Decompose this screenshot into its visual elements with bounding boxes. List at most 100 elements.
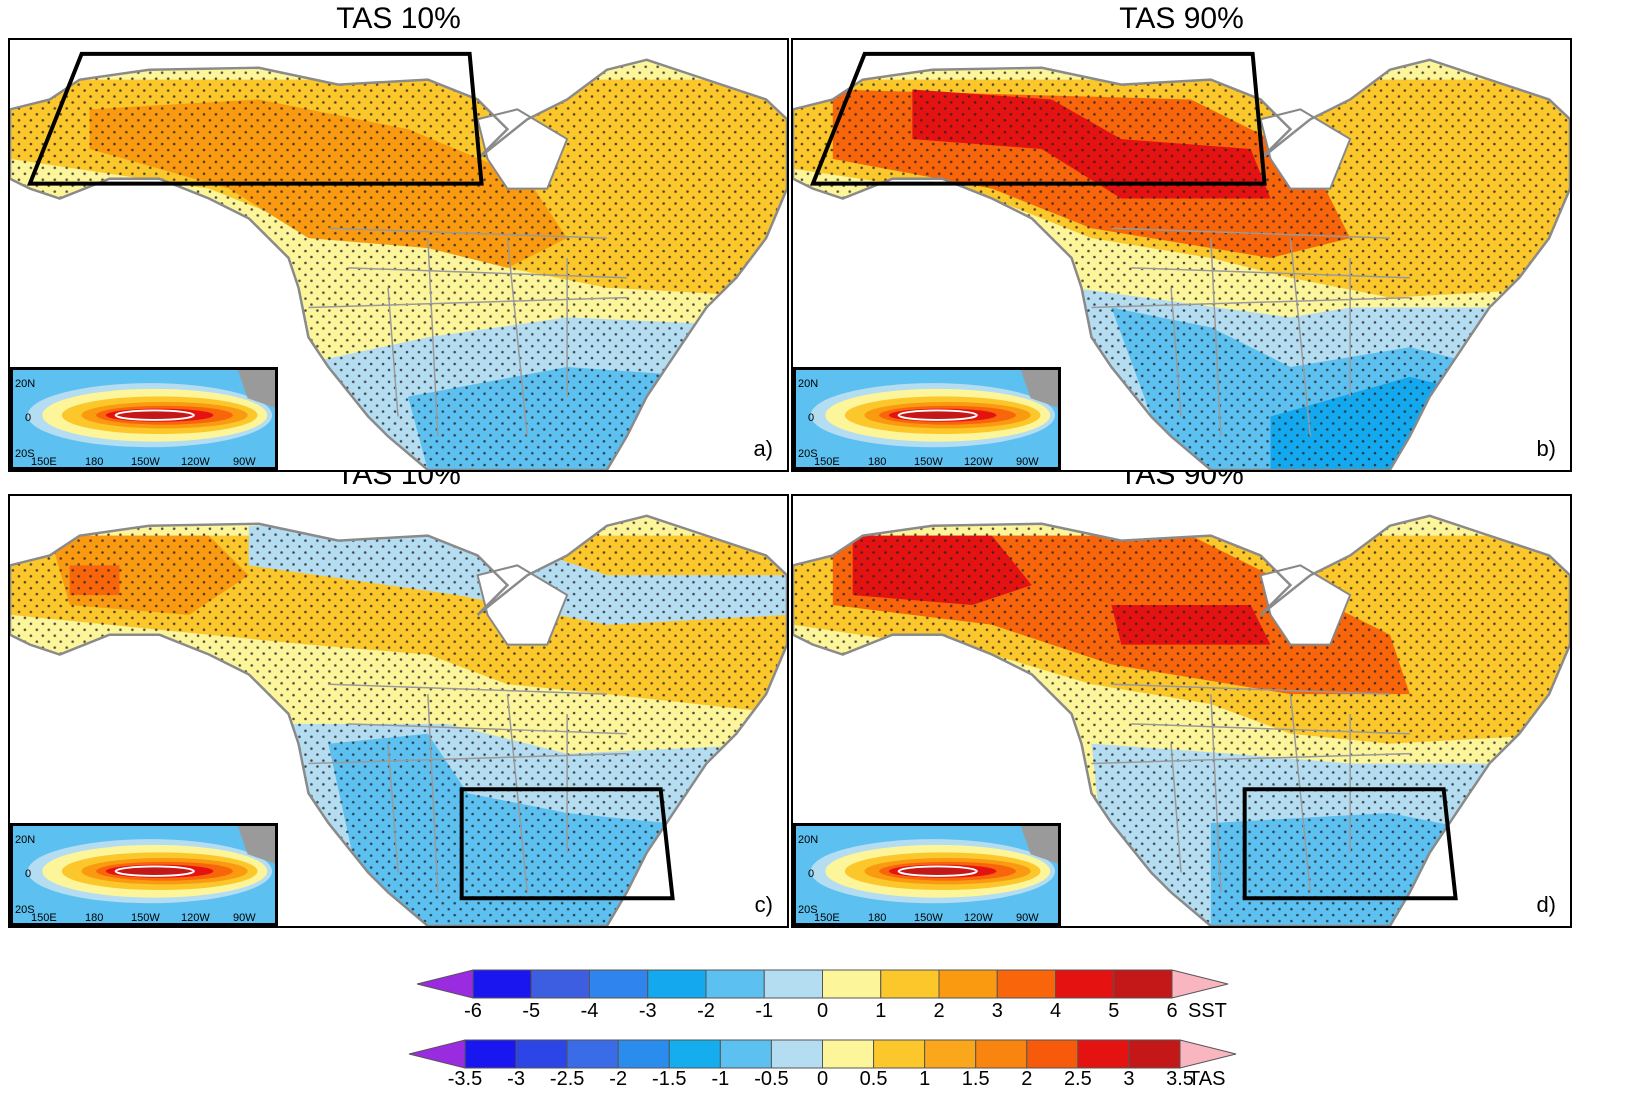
inset-lat-0: 0 — [808, 868, 815, 880]
tas-colorbar-tick-label: -0.5 — [754, 1068, 789, 1090]
panel-c-letter: c) — [754, 892, 773, 917]
tas-colorbar-tick-label: -2 — [609, 1068, 628, 1090]
region-box-b — [809, 51, 1267, 186]
inset-lon-180: 180 — [868, 456, 887, 468]
inset-lon-90w: 90W — [233, 912, 256, 924]
inset-lon-150w: 150W — [131, 912, 160, 924]
sst-colorbar-tick-label: 2 — [933, 1000, 945, 1022]
sst-colorbar-box — [589, 969, 649, 999]
inset-lon-180: 180 — [868, 912, 887, 924]
tas-colorbar-box — [566, 1039, 619, 1069]
tas-colorbar-name: TAS — [1188, 1068, 1226, 1090]
inset-lat-20s: 20S — [798, 448, 818, 460]
panel-d-letter: d) — [1536, 892, 1556, 917]
tas-colorbar-box — [1077, 1039, 1130, 1069]
inset-lat-0: 0 — [25, 412, 32, 424]
tas-colorbar-high-triangle — [1179, 1039, 1237, 1069]
panel-c-inset: 20N 0 20S 150E 180 150W 120W 90W — [10, 823, 278, 926]
panel-c-inset-svg — [13, 826, 275, 923]
inset-lon-90w: 90W — [233, 456, 256, 468]
sst-colorbar-tick-label: 1 — [875, 1000, 887, 1022]
sst-colorbar-tick-label: -4 — [580, 1000, 599, 1022]
sst-colorbar-box — [938, 969, 998, 999]
tas-colorbar-tick-label: 2.5 — [1063, 1068, 1092, 1090]
inset-lat-20n: 20N — [15, 378, 36, 390]
panel-b-letter: b) — [1536, 436, 1556, 461]
sst-colorbar-tick-label: 3 — [991, 1000, 1003, 1022]
tas-colorbar-tick-label: 2 — [1021, 1068, 1033, 1090]
tas-colorbar-box — [668, 1039, 721, 1069]
region-box-c — [459, 787, 675, 901]
panel-b-title: TAS 90% — [1119, 2, 1244, 35]
inset-lon-120w: 120W — [964, 456, 993, 468]
inset-lon-90w: 90W — [1016, 912, 1039, 924]
sst-colorbar-tick-label: -2 — [697, 1000, 715, 1022]
sst-colorbar-name: SST — [1188, 1000, 1227, 1022]
panel-d-map: 20N 0 20S 150E 180 150W 120W 90W d) — [791, 494, 1572, 928]
sst-colorbar-low-triangle — [416, 969, 474, 999]
sst-colorbar-box — [822, 969, 882, 999]
sst-colorbar-box — [996, 969, 1056, 999]
tas-colorbar-box — [975, 1039, 1028, 1069]
panel-c-map: 20N 0 20S 150E 180 150W 120W 90W c) — [8, 494, 789, 928]
inset-lon-120w: 120W — [181, 912, 210, 924]
tas-colorbar-box — [617, 1039, 670, 1069]
sst-colorbar-tick-label: -3 — [638, 1000, 657, 1022]
tas-colorbar-box — [464, 1039, 517, 1069]
sst-colorbar-box — [530, 969, 590, 999]
inset-lon-150w: 150W — [914, 912, 943, 924]
panel-a-letter: a) — [753, 436, 773, 461]
panel-d-inset-svg — [796, 826, 1058, 923]
tas-colorbar-box — [1128, 1039, 1181, 1069]
sst-colorbar-tick-label: 5 — [1108, 1000, 1120, 1022]
tas-colorbar-tick-label: -3 — [507, 1068, 525, 1090]
tas-colorbar-tick-label: -1 — [711, 1068, 730, 1090]
inset-lon-150e: 150E — [814, 912, 840, 924]
sst-colorbar-box — [880, 969, 940, 999]
tas-colorbar-tick-label: 0 — [816, 1068, 829, 1090]
tas-colorbar-box — [822, 1039, 875, 1069]
inset-lat-20n: 20N — [15, 834, 36, 846]
inset-lon-120w: 120W — [964, 912, 993, 924]
inset-lat-20n: 20N — [798, 834, 819, 846]
inset-lon-90w: 90W — [1016, 456, 1039, 468]
sst-colorbar-tick-label: -1 — [755, 1000, 774, 1022]
panel-d-inset: 20N 0 20S 150E 180 150W 120W 90W — [793, 823, 1061, 926]
sst-colorbar-box — [763, 969, 823, 999]
tas-colorbar-tick-label: 1 — [919, 1068, 931, 1090]
sst-colorbar-tick-label: 4 — [1049, 1000, 1062, 1022]
tas-colorbar-box — [515, 1039, 568, 1069]
tas-colorbar-tick-label: -3.5 — [447, 1068, 483, 1090]
inset-lon-150e: 150E — [31, 456, 57, 468]
tas-colorbar-tick-label: 0.5 — [859, 1068, 888, 1090]
sst-colorbar-box — [1113, 969, 1173, 999]
tas-colorbar-box — [924, 1039, 977, 1069]
tas-colorbar-tick-label: 3.5 — [1166, 1068, 1194, 1090]
inset-lon-180: 180 — [85, 912, 104, 924]
tas-colorbar-low-triangle — [408, 1039, 466, 1069]
sst-colorbar-tick-label: -6 — [464, 1000, 482, 1022]
inset-lon-180: 180 — [85, 456, 104, 468]
panel-b-inset-svg — [796, 370, 1058, 467]
inset-lat-0: 0 — [25, 868, 32, 880]
inset-lat-0: 0 — [808, 412, 815, 424]
tas-colorbar-box — [770, 1039, 824, 1069]
sst-colorbar-tick-label: 0 — [816, 1000, 829, 1022]
panel-b-map-svg — [793, 40, 1570, 470]
panel-b-map: 20N 0 20S 150E 180 150W 120W 90W b) — [791, 38, 1572, 472]
panel-c-map-svg — [10, 496, 787, 926]
inset-lon-150w: 150W — [131, 456, 160, 468]
region-box-a — [26, 51, 484, 186]
sst-colorbar-box — [705, 969, 765, 999]
sst-colorbar-tick-label: -5 — [522, 1000, 541, 1022]
tas-colorbar-box — [873, 1039, 926, 1069]
inset-lon-150w: 150W — [914, 456, 943, 468]
inset-lon-150e: 150E — [814, 456, 840, 468]
sst-colorbar-box — [1055, 969, 1115, 999]
inset-lon-120w: 120W — [181, 456, 210, 468]
tas-colorbar-box — [1026, 1039, 1079, 1069]
inset-lat-20n: 20N — [798, 378, 819, 390]
inset-lat-20s: 20S — [15, 904, 35, 916]
panel-a-title: TAS 10% — [336, 2, 461, 35]
inset-lon-150e: 150E — [31, 912, 57, 924]
